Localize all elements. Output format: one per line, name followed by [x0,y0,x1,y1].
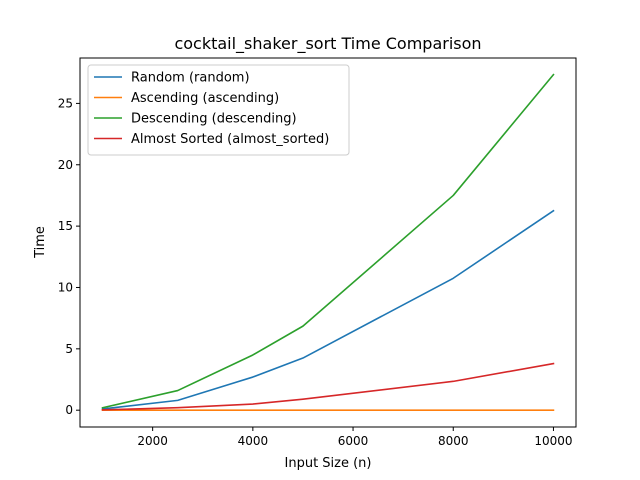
series-line-0 [101,209,555,410]
y-tick-label: 10 [58,280,73,294]
y-axis-label: Time [33,226,48,259]
x-tick-label: 10000 [534,434,572,448]
series-line-2 [101,73,555,409]
series-line-3 [101,362,555,411]
chart-title: cocktail_shaker_sort Time Comparison [174,34,481,54]
legend-box [87,64,350,156]
x-tick-label: 6000 [338,434,369,448]
legend-items: Random (random) Ascending (ascending) Desc… [94,71,329,147]
y-tick-label: 5 [65,342,73,356]
legend-label: Almost Sorted (almost_sorted) [131,132,329,147]
y-axis-ticks: 0 5 10 15 20 25 [58,96,80,417]
series-layer [101,73,555,411]
x-tick-label: 4000 [238,434,269,448]
y-tick-label: 0 [65,403,73,417]
x-tick-label: 2000 [137,434,168,448]
y-tick-label: 20 [58,158,73,172]
x-axis-label: Input Size (n) [285,456,372,471]
y-tick-label: 25 [58,96,73,110]
legend-label: Ascending (ascending) [131,91,279,106]
legend: Random (random) Ascending (ascending) Desc… [87,64,350,156]
plot-border [79,57,577,428]
x-tick-label: 8000 [438,434,469,448]
y-tick-label: 15 [58,219,73,233]
x-axis-ticks: 2000 4000 6000 8000 10000 [137,427,573,448]
legend-label: Random (random) [131,71,250,86]
legend-label: Descending (descending) [131,112,297,127]
